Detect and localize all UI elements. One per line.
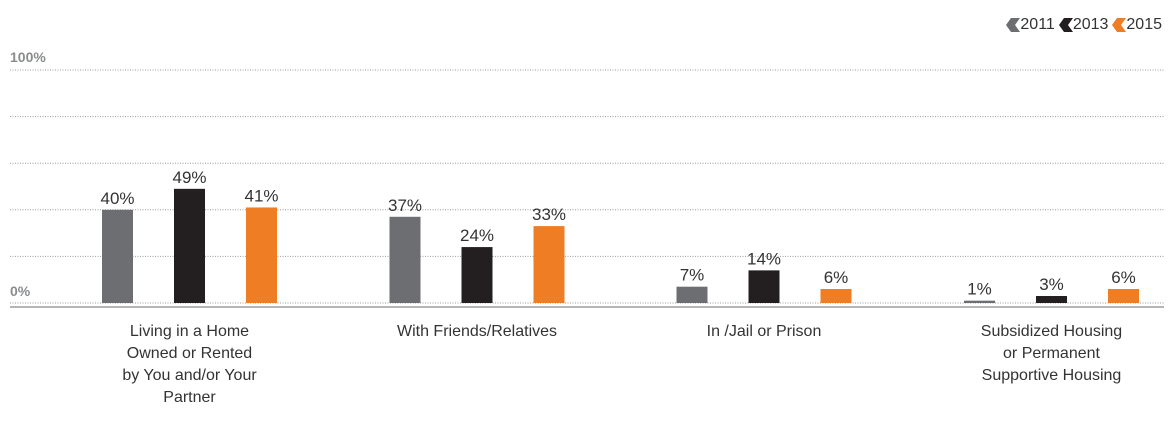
legend-label: 2015: [1126, 16, 1162, 33]
bar-2011-1: [102, 209, 133, 303]
data-label-2013-1: 49%: [172, 168, 206, 187]
data-label-2011-1: 40%: [100, 189, 134, 208]
legend-item-2011: 2011: [1006, 16, 1055, 34]
category-label-4: Subsidized Housing or Permanent Supportive…: [981, 323, 1122, 384]
bar-2015-4: [1108, 289, 1139, 303]
data-label-2015-1: 41%: [244, 186, 278, 205]
data-label-2015-4: 6%: [1111, 268, 1136, 287]
data-label-2011-3: 7%: [680, 266, 705, 285]
bar-2015-2: [533, 226, 565, 303]
bars: 40% 37% 7% 1% 49% 24% 14% 3% 41% 33% 6% 6%: [100, 168, 1139, 303]
category-labels: Living in a Home Owned or Rented by You an…: [122, 323, 1122, 406]
bar-2013-2: [461, 247, 493, 303]
bar-2013-1: [174, 188, 205, 303]
category-label-1: Living in a Home Owned or Rented by You an…: [122, 323, 257, 406]
legend-chevron-icon: [1058, 18, 1073, 32]
category-label-2: With Friends/Relatives: [397, 323, 557, 340]
bar-2011-2: [389, 216, 421, 303]
data-label-2013-2: 24%: [460, 226, 494, 245]
data-label-2013-3: 14%: [747, 249, 781, 268]
data-label-2011-4: 1%: [967, 280, 992, 299]
legend-chevron-icon: [1006, 18, 1021, 32]
legend-label: 2013: [1072, 16, 1109, 33]
bar-2015-3: [820, 289, 852, 303]
legend: 2011 2013 2015: [1006, 16, 1162, 34]
gridlines: [10, 69, 1164, 308]
legend-label: 2011: [1020, 16, 1055, 33]
y-tick-label-bottom: 0%: [10, 283, 31, 299]
legend-item-2015: 2015: [1112, 16, 1162, 34]
data-label-2013-4: 3%: [1039, 275, 1064, 294]
bar-2013-4: [1036, 296, 1067, 303]
data-label-2011-2: 37%: [388, 196, 422, 215]
legend-item-2013: 2013: [1058, 16, 1109, 34]
data-label-2015-2: 33%: [532, 205, 566, 224]
category-label-3: In /Jail or Prison: [707, 323, 822, 340]
y-tick-label-top: 100%: [10, 49, 46, 65]
data-label-2015-3: 6%: [824, 268, 849, 287]
bar-2011-3: [676, 286, 708, 303]
bar-2013-3: [748, 270, 780, 303]
bar-2011-4: [964, 300, 995, 303]
legend-chevron-icon: [1112, 18, 1127, 32]
bar-2015-1: [246, 207, 277, 303]
